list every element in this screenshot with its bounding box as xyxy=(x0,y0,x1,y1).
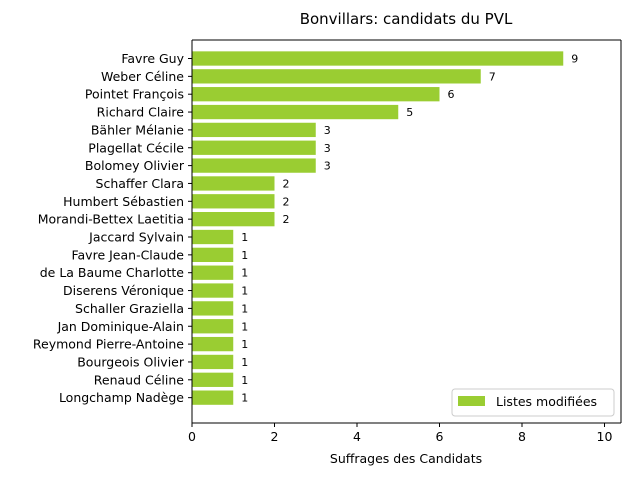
data-label: 1 xyxy=(241,392,248,405)
y-tick-label: Humbert Sébastien xyxy=(63,194,184,209)
x-tick-label: 8 xyxy=(518,429,526,444)
data-label: 6 xyxy=(448,88,455,101)
data-label: 1 xyxy=(241,356,248,369)
y-tick-label: Morandi-Bettex Laetitia xyxy=(38,212,184,227)
legend-box xyxy=(451,388,615,417)
y-tick-label: Pointet François xyxy=(85,87,184,102)
y-tick-label: Renaud Céline xyxy=(94,372,185,387)
data-label: 7 xyxy=(489,70,496,83)
x-tick-label: 6 xyxy=(436,429,444,444)
y-tick-label: Jaccard Sylvain xyxy=(88,230,184,245)
y-tick-label: de La Baume Charlotte xyxy=(40,265,185,280)
y-tick-label: Longchamp Nadège xyxy=(59,390,184,405)
plot-area: Favre Guy 9 Weber Céline 7 Pointet François 6… xyxy=(33,39,622,444)
bar xyxy=(192,390,234,405)
data-label: 1 xyxy=(241,231,248,244)
y-tick-label: Favre Guy xyxy=(121,51,184,66)
legend: Listes modifiées xyxy=(451,388,615,417)
data-label: 3 xyxy=(324,124,331,137)
x-tick-label: 10 xyxy=(597,429,613,444)
data-label: 1 xyxy=(241,374,248,387)
legend-swatch xyxy=(458,396,485,406)
data-label: 1 xyxy=(241,267,248,280)
bar xyxy=(192,247,234,262)
bar xyxy=(192,194,275,209)
bar xyxy=(192,265,234,280)
data-label: 2 xyxy=(283,213,290,226)
bar xyxy=(192,354,234,370)
y-tick-label: Bolomey Olivier xyxy=(85,158,185,173)
data-label: 1 xyxy=(241,249,248,262)
data-label: 2 xyxy=(283,177,290,190)
y-tick-label: Schaffer Clara xyxy=(96,176,184,191)
bar xyxy=(192,372,234,387)
data-label: 2 xyxy=(283,195,290,208)
x-axis-label: Suffrages des Candidats xyxy=(330,451,482,466)
bar xyxy=(192,212,275,227)
x-tick-label: 4 xyxy=(353,429,361,444)
y-tick-label: Bourgeois Olivier xyxy=(77,354,185,369)
y-tick-label: Richard Claire xyxy=(97,105,185,120)
bar xyxy=(192,283,234,298)
data-label: 1 xyxy=(241,320,248,333)
y-tick-label: Jan Dominique-Alain xyxy=(57,319,184,334)
legend-label: Listes modifiées xyxy=(496,394,597,409)
data-label: 5 xyxy=(406,106,413,119)
bar xyxy=(192,140,316,155)
chart-title: Bonvillars: candidats du PVL xyxy=(300,10,513,28)
bar xyxy=(192,336,234,352)
y-tick-label: Reymond Pierre-Antoine xyxy=(33,337,184,352)
y-tick-label: Schaller Graziella xyxy=(75,301,184,316)
data-label: 3 xyxy=(324,142,331,155)
x-tick-label: 2 xyxy=(271,429,279,444)
bar xyxy=(192,51,564,66)
bar xyxy=(192,104,399,120)
bar xyxy=(192,87,440,102)
data-label: 9 xyxy=(571,53,578,66)
data-label: 1 xyxy=(241,285,248,298)
y-tick-label: Favre Jean-Claude xyxy=(71,247,184,262)
bar xyxy=(192,319,234,334)
bar xyxy=(192,229,234,245)
bar xyxy=(192,176,275,191)
data-label: 1 xyxy=(241,338,248,351)
y-tick-label: Bähler Mélanie xyxy=(91,122,184,137)
data-label: 1 xyxy=(241,302,248,315)
bar xyxy=(192,69,481,84)
y-tick-label: Diserens Véronique xyxy=(63,283,184,298)
bar xyxy=(192,158,316,173)
y-tick-label: Weber Céline xyxy=(101,69,184,84)
y-tick-label: Plagellat Cécile xyxy=(88,140,184,155)
bar xyxy=(192,301,234,316)
data-label: 3 xyxy=(324,160,331,173)
bar xyxy=(192,122,316,138)
x-tick-label: 0 xyxy=(188,429,196,444)
